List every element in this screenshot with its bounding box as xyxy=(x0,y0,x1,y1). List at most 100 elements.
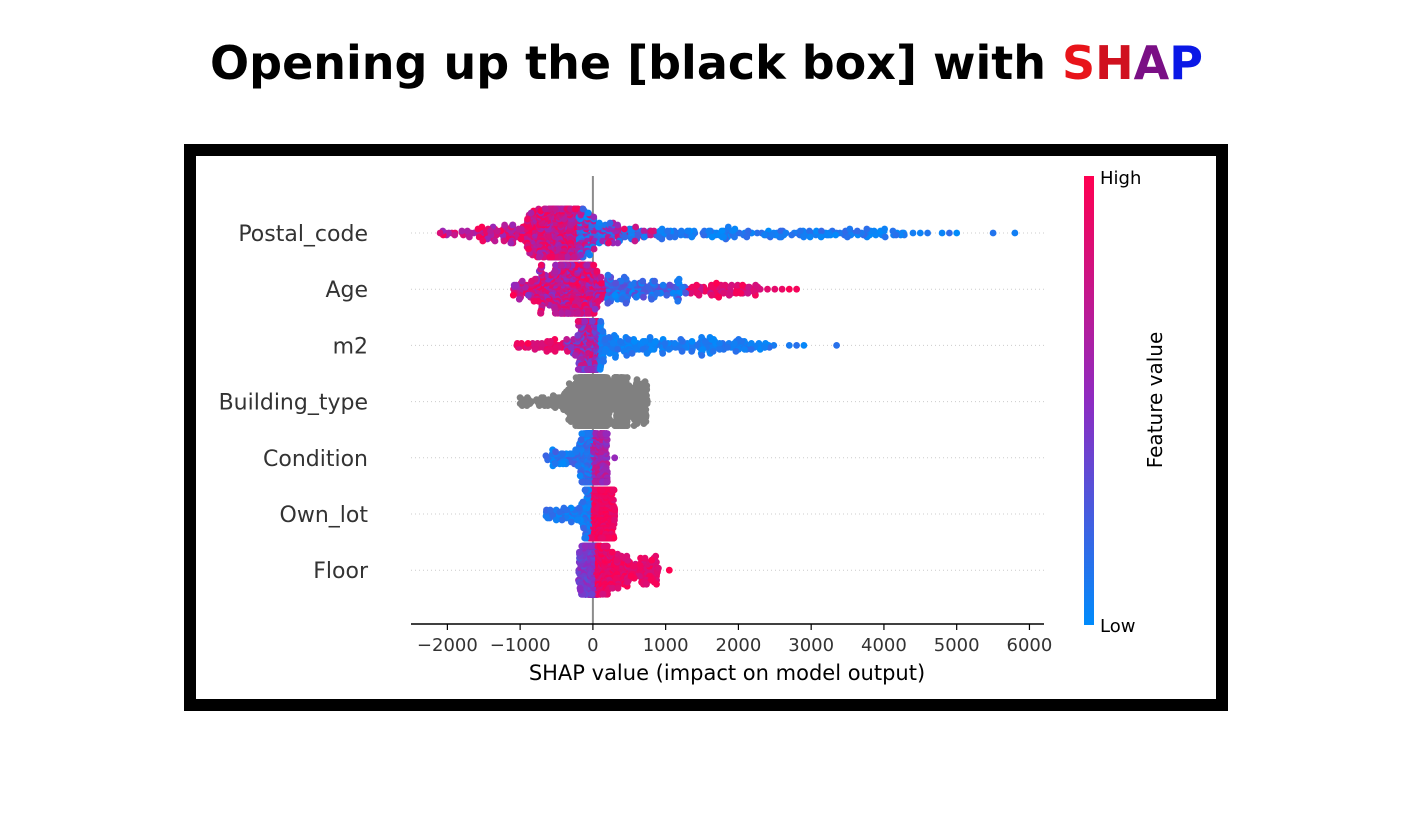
shap-point xyxy=(617,277,625,285)
shap-point xyxy=(643,396,651,403)
shap-point xyxy=(881,233,889,241)
shap-point xyxy=(537,261,545,269)
shap-point xyxy=(592,422,599,429)
shap-point xyxy=(743,233,751,241)
shap-point xyxy=(678,227,685,235)
shap-point xyxy=(445,229,453,237)
shap-point xyxy=(924,229,931,237)
shap-point xyxy=(777,227,785,235)
shap-point xyxy=(547,338,554,345)
shap-point xyxy=(953,229,961,237)
shap-point xyxy=(583,366,591,373)
shap-point xyxy=(518,340,525,347)
shap-point xyxy=(564,253,571,261)
shap-point xyxy=(599,374,606,381)
shap-point xyxy=(525,245,532,253)
shap-point xyxy=(716,340,723,347)
shap-point xyxy=(853,227,861,235)
shap-point xyxy=(536,402,543,409)
shap-point xyxy=(564,309,572,317)
shap-point xyxy=(621,233,629,241)
shap-point xyxy=(574,462,582,470)
shap-point xyxy=(594,297,602,305)
shap-point xyxy=(542,205,549,213)
shap-point xyxy=(574,366,582,373)
shap-point xyxy=(451,231,459,239)
shap-point xyxy=(782,229,790,237)
shap-point xyxy=(501,221,508,229)
shap-point xyxy=(684,227,691,235)
shap-point xyxy=(537,309,545,317)
shap-point xyxy=(552,448,559,456)
shap-point xyxy=(606,219,614,227)
shap-point xyxy=(640,233,648,241)
shap-point xyxy=(535,253,543,261)
shap-point xyxy=(599,328,607,335)
shap-point xyxy=(600,358,607,365)
shap-point xyxy=(601,422,608,429)
shap-point xyxy=(542,452,550,460)
shap-point xyxy=(627,384,635,391)
shap-point xyxy=(516,394,524,401)
shap-point xyxy=(800,342,808,349)
shap-point xyxy=(817,233,825,241)
shap-point xyxy=(597,318,605,325)
shap-point xyxy=(579,205,587,213)
shap-point xyxy=(494,227,501,235)
shap-point xyxy=(732,289,740,297)
shap-point xyxy=(731,233,738,241)
shap-point xyxy=(713,279,720,287)
shap-point xyxy=(609,340,617,347)
shap-point xyxy=(651,277,658,285)
shap-point xyxy=(559,450,567,458)
shap-point xyxy=(571,352,579,359)
shap-point xyxy=(527,209,535,217)
title-brand-s: S xyxy=(1062,36,1096,90)
shap-point xyxy=(572,205,579,213)
shap-point xyxy=(881,225,888,233)
shap-point xyxy=(813,227,820,235)
shap-point xyxy=(596,366,604,373)
shap-point xyxy=(500,237,508,245)
shap-point xyxy=(628,350,636,357)
shap-point xyxy=(574,332,582,339)
shap-point xyxy=(614,239,622,247)
shap-point xyxy=(695,291,703,299)
shap-point xyxy=(688,233,696,241)
shap-point xyxy=(678,283,686,291)
shap-point xyxy=(509,291,517,299)
shap-point xyxy=(664,227,671,235)
shap-point xyxy=(648,295,655,303)
shap-point xyxy=(574,318,582,325)
shap-point xyxy=(1011,229,1019,237)
shap-point xyxy=(744,227,752,235)
shap-point xyxy=(716,346,724,353)
shap-point xyxy=(558,261,565,269)
shap-point xyxy=(675,275,683,283)
shap-point xyxy=(528,277,535,285)
shap-point xyxy=(566,450,574,458)
shap-point xyxy=(677,336,685,343)
shap-point xyxy=(524,215,531,223)
shap-point xyxy=(572,446,580,454)
shap-point xyxy=(744,289,752,297)
shap-point xyxy=(591,305,599,313)
shap-point xyxy=(721,281,729,289)
shap-point xyxy=(752,281,759,289)
shap-point xyxy=(552,261,560,269)
title-brand-p: P xyxy=(1169,36,1203,90)
shap-point xyxy=(589,318,596,325)
shap-point xyxy=(583,261,591,269)
shap-point xyxy=(724,223,732,231)
shap-point xyxy=(551,205,559,213)
shap-point xyxy=(724,344,731,351)
shap-point xyxy=(863,225,871,233)
shap-point xyxy=(557,309,565,317)
shap-point xyxy=(731,225,739,233)
shap-point xyxy=(708,291,715,299)
shap-point xyxy=(800,233,808,241)
shap-point xyxy=(578,430,586,438)
shap-point xyxy=(644,283,652,291)
shap-point xyxy=(577,436,585,444)
shap-point xyxy=(655,233,663,241)
